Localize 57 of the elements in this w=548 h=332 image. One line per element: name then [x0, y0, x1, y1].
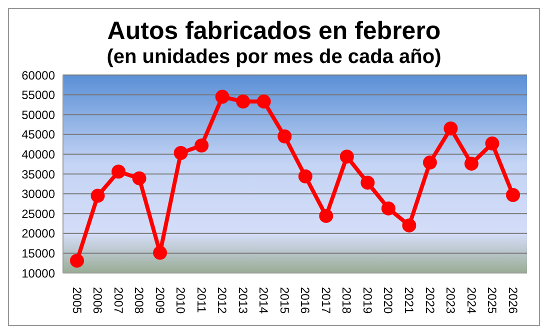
- x-tick-label: 2021: [402, 287, 416, 314]
- x-tick-label: 2011: [194, 287, 208, 314]
- x-tick-label: 2006: [90, 287, 105, 314]
- y-tick-label: 30000: [22, 187, 56, 202]
- x-tick-label: 2014: [256, 287, 271, 314]
- y-tick-label: 10000: [22, 266, 56, 280]
- point: [174, 146, 188, 160]
- point: [194, 138, 209, 152]
- point: [319, 208, 334, 223]
- x-tick-label: 2020: [381, 287, 396, 314]
- point: [256, 94, 271, 109]
- point: [360, 176, 375, 190]
- chart-title: Autos fabricados en febrero: [106, 17, 442, 45]
- point: [215, 90, 230, 104]
- x-tick-label: 2009: [152, 287, 167, 314]
- point: [70, 254, 84, 268]
- x-tick-label: 2018: [340, 287, 354, 314]
- x-tick-label: 2026: [506, 287, 520, 314]
- point: [236, 94, 250, 109]
- point: [444, 121, 458, 136]
- x-tick-label: 2008: [132, 287, 146, 314]
- x-tick-label: 2025: [485, 287, 500, 314]
- x-tick-label: 2017: [318, 287, 333, 314]
- y-tick-label: 20000: [22, 226, 56, 241]
- y-tick-label: 35000: [22, 167, 56, 182]
- point: [112, 164, 126, 179]
- point: [464, 156, 478, 171]
- point: [402, 218, 416, 232]
- x-tick-label: 2019: [360, 287, 374, 314]
- x-tick-label: 2024: [464, 287, 478, 314]
- point: [298, 169, 312, 184]
- y-tick-label: 60000: [22, 68, 56, 82]
- x-tick-label: 2007: [111, 287, 126, 314]
- point: [485, 136, 500, 151]
- x-tick-label: 2005: [70, 287, 84, 314]
- point: [90, 188, 105, 203]
- x-tick-label: 2012: [215, 287, 230, 314]
- chart-subtitle: (en unidades por mes de cada año): [106, 45, 442, 69]
- point: [153, 246, 168, 260]
- y-tick-label: 40000: [22, 147, 56, 162]
- point: [340, 150, 354, 164]
- y-tick-label: 15000: [22, 246, 56, 260]
- point: [422, 156, 437, 170]
- x-tick-label: 2015: [277, 287, 292, 314]
- point: [381, 201, 396, 216]
- x-tick-label: 2016: [298, 287, 312, 314]
- y-tick-label: 45000: [22, 128, 56, 142]
- point: [506, 188, 520, 202]
- y-tick-label: 50000: [22, 108, 56, 122]
- point: [132, 171, 146, 186]
- point: [278, 129, 292, 144]
- x-tick-label: 2010: [174, 287, 188, 314]
- x-tick-label: 2013: [236, 287, 250, 314]
- x-tick-label: 2022: [422, 287, 437, 314]
- y-tick-label: 55000: [22, 88, 56, 102]
- y-tick-label: 25000: [22, 206, 56, 221]
- x-tick-label: 2023: [444, 287, 458, 314]
